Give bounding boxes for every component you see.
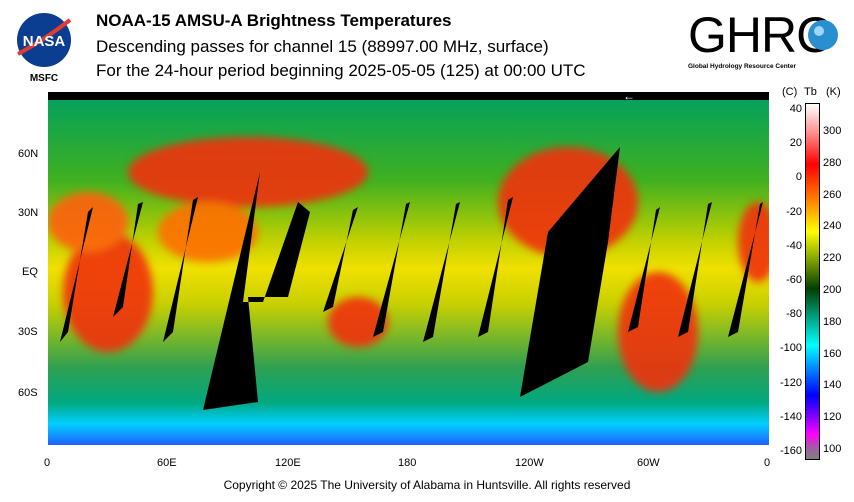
kelvin-tick: 120 bbox=[823, 411, 842, 424]
y-tick: EQ bbox=[22, 266, 38, 278]
kelvin-tick: 240 bbox=[823, 220, 842, 233]
direction-arrow: ← bbox=[623, 92, 635, 103]
svg-text:NASA: NASA bbox=[23, 33, 66, 50]
kelvin-tick: 140 bbox=[823, 379, 842, 392]
kelvin-tick: 260 bbox=[823, 188, 842, 201]
y-tick: 30S bbox=[18, 326, 38, 338]
ghrc-caption: Global Hydrology Resource Center bbox=[688, 63, 796, 70]
celsius-tick: -100 bbox=[779, 342, 802, 355]
celsius-tick: 20 bbox=[789, 137, 802, 150]
globe-icon bbox=[808, 20, 838, 50]
subtitle: Descending passes for channel 15 (88997.… bbox=[96, 37, 549, 56]
x-tick: 60E bbox=[157, 457, 177, 469]
kelvin-tick: 200 bbox=[823, 284, 842, 296]
celsius-tick: -120 bbox=[779, 376, 802, 389]
period-text: For the 24-hour period beginning 2025-05… bbox=[96, 61, 586, 80]
kelvin-tick: 300 bbox=[823, 125, 842, 137]
copyright: Copyright © 2025 The University of Alaba… bbox=[223, 478, 631, 492]
y-tick: 60S bbox=[18, 387, 38, 399]
celsius-tick: 0 bbox=[795, 171, 802, 184]
ghrc-logo: GHRC Global Hydrology Resource Center bbox=[688, 10, 848, 76]
x-tick: 120W bbox=[515, 457, 544, 469]
page-title: NOAA-15 AMSU-A Brightness Temperatures bbox=[96, 11, 452, 30]
x-tick: 180 bbox=[398, 457, 417, 469]
celsius-tick: -140 bbox=[779, 410, 802, 423]
colorbar bbox=[805, 103, 820, 460]
celsius-tick: 40 bbox=[789, 103, 802, 115]
celsius-tick: -40 bbox=[786, 239, 802, 252]
y-tick: 60N bbox=[18, 148, 39, 160]
brightness-map: ← bbox=[48, 92, 769, 445]
kelvin-tick: 160 bbox=[823, 347, 842, 360]
x-tick: 120E bbox=[275, 457, 301, 469]
colorbar-unit-tb: Tb bbox=[804, 86, 817, 98]
colorbar-unit-c: (C) bbox=[782, 86, 798, 98]
celsius-tick: -20 bbox=[786, 205, 802, 218]
kelvin-tick: 280 bbox=[823, 156, 842, 169]
nasa-logo: NASA MSFC bbox=[14, 10, 74, 84]
celsius-tick: -160 bbox=[779, 445, 802, 457]
x-tick: 0 bbox=[44, 457, 51, 469]
x-tick: 60W bbox=[637, 457, 660, 469]
kelvin-tick: 180 bbox=[823, 315, 842, 328]
msfc-caption: MSFC bbox=[29, 73, 59, 84]
colorbar-unit-k: (K) bbox=[826, 86, 841, 98]
celsius-tick: -80 bbox=[786, 308, 802, 321]
kelvin-tick: 100 bbox=[823, 443, 842, 455]
celsius-tick: -60 bbox=[786, 274, 802, 286]
data-gap-swaths bbox=[60, 147, 763, 410]
kelvin-tick: 220 bbox=[823, 252, 842, 265]
x-tick: 0 bbox=[764, 457, 771, 469]
y-tick: 30N bbox=[18, 207, 39, 219]
